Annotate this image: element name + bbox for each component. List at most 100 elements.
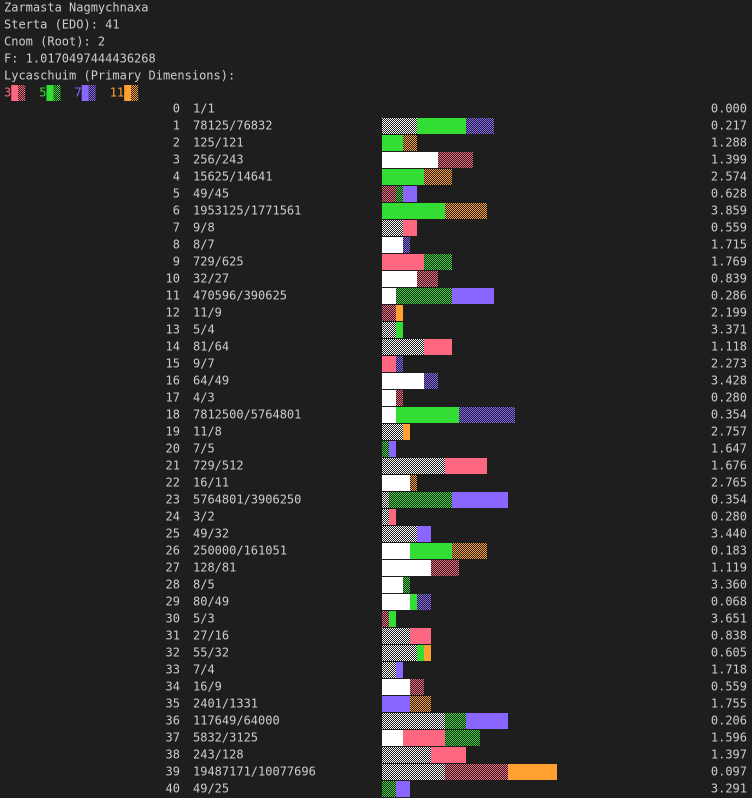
bar-segment bbox=[382, 305, 396, 321]
row-index: 25 bbox=[166, 527, 180, 541]
row-ratio: 7/5 bbox=[193, 442, 215, 456]
bar-segment bbox=[382, 271, 417, 287]
row-index: 20 bbox=[166, 442, 180, 456]
header-line: Cnom (Root): 2 bbox=[4, 35, 105, 49]
row-value: 2.574 bbox=[711, 170, 747, 184]
row-value: 2.757 bbox=[711, 425, 747, 439]
bar-segment bbox=[396, 356, 403, 372]
row-value: 0.068 bbox=[711, 595, 747, 609]
row-value: 0.559 bbox=[711, 680, 747, 694]
row-value: 0.605 bbox=[711, 646, 747, 660]
row-ratio: 729/625 bbox=[193, 255, 244, 269]
row-ratio: 256/243 bbox=[193, 153, 244, 167]
row-ratio: 19487171/10077696 bbox=[193, 765, 316, 779]
bar-segment bbox=[424, 373, 438, 389]
bar-segment bbox=[396, 186, 403, 202]
bar-segment bbox=[396, 305, 403, 321]
row-value: 0.559 bbox=[711, 221, 747, 235]
bar-segment bbox=[382, 458, 445, 474]
row-index: 30 bbox=[166, 612, 180, 626]
row-index: 22 bbox=[166, 476, 180, 490]
bar-segment bbox=[389, 509, 396, 525]
bar-segment bbox=[382, 509, 389, 525]
bar-segment bbox=[431, 747, 466, 763]
bar-segment bbox=[396, 322, 403, 338]
row-value: 0.839 bbox=[711, 272, 747, 286]
row-index: 23 bbox=[166, 493, 180, 507]
row-value: 2.199 bbox=[711, 306, 747, 320]
bar-segment bbox=[382, 441, 389, 457]
row-index: 13 bbox=[166, 323, 180, 337]
bar-segment bbox=[382, 169, 424, 185]
row-index: 11 bbox=[166, 289, 180, 303]
row-index: 4 bbox=[173, 170, 180, 184]
row-value: 1.715 bbox=[711, 238, 747, 252]
bar-segment bbox=[508, 764, 557, 780]
bar-segment bbox=[382, 220, 403, 236]
row-value: 3.859 bbox=[711, 204, 747, 218]
row-ratio: 11/8 bbox=[193, 425, 222, 439]
bar-segment bbox=[466, 713, 508, 729]
row-ratio: 3/2 bbox=[193, 510, 215, 524]
row-ratio: 5/3 bbox=[193, 612, 215, 626]
row-index: 2 bbox=[173, 136, 180, 150]
row-ratio: 9/7 bbox=[193, 357, 215, 371]
bar-segment bbox=[424, 645, 431, 661]
bar-segment bbox=[445, 764, 508, 780]
row-value: 3.651 bbox=[711, 612, 747, 626]
bar-segment bbox=[389, 441, 396, 457]
bar-segment bbox=[424, 254, 452, 270]
legend-label: 3 bbox=[4, 86, 11, 100]
row-ratio: 7/4 bbox=[193, 663, 215, 677]
bar-segment bbox=[403, 577, 410, 593]
bar-segment bbox=[424, 339, 452, 355]
row-value: 1.119 bbox=[711, 561, 747, 575]
legend-swatch-dotted bbox=[88, 85, 96, 101]
row-value: 2.273 bbox=[711, 357, 747, 371]
bar-segment bbox=[382, 526, 417, 542]
row-value: 1.718 bbox=[711, 663, 747, 677]
bar-segment bbox=[445, 458, 487, 474]
row-value: 1.769 bbox=[711, 255, 747, 269]
bar-segment bbox=[417, 594, 431, 610]
row-ratio: 16/11 bbox=[193, 476, 229, 490]
bar-segment bbox=[382, 560, 431, 576]
row-value: 1.755 bbox=[711, 697, 747, 711]
bar-segment bbox=[382, 713, 445, 729]
row-value: 3.440 bbox=[711, 527, 747, 541]
row-ratio: 27/16 bbox=[193, 629, 229, 643]
bar-segment bbox=[382, 203, 445, 219]
row-value: 0.000 bbox=[711, 102, 747, 116]
legend-swatch bbox=[124, 85, 132, 101]
bar-segment bbox=[389, 492, 452, 508]
bar-segment bbox=[382, 764, 445, 780]
row-ratio: 15625/14641 bbox=[193, 170, 272, 184]
row-ratio: 5832/3125 bbox=[193, 731, 258, 745]
bar-segment bbox=[382, 594, 410, 610]
row-ratio: 117649/64000 bbox=[193, 714, 280, 728]
bar-segment bbox=[445, 713, 466, 729]
row-index: 10 bbox=[166, 272, 180, 286]
row-index: 36 bbox=[166, 714, 180, 728]
row-value: 0.280 bbox=[711, 510, 747, 524]
header-line: Zarmasta Nagmychnaxa bbox=[4, 1, 149, 15]
bar-segment bbox=[445, 730, 480, 746]
row-value: 3.291 bbox=[711, 782, 747, 796]
bar-segment bbox=[396, 407, 459, 423]
row-index: 28 bbox=[166, 578, 180, 592]
row-ratio: 49/45 bbox=[193, 187, 229, 201]
bar-segment bbox=[396, 288, 452, 304]
header-line: Sterta (EDO): 41 bbox=[4, 18, 120, 32]
row-index: 14 bbox=[166, 340, 180, 354]
row-value: 0.354 bbox=[711, 493, 747, 507]
bar-segment bbox=[382, 747, 431, 763]
bar-segment bbox=[417, 526, 431, 542]
legend-label: 11 bbox=[110, 86, 124, 100]
row-index: 0 bbox=[173, 102, 180, 116]
bar-segment bbox=[403, 186, 417, 202]
row-index: 32 bbox=[166, 646, 180, 660]
bar-segment bbox=[417, 645, 424, 661]
bar-segment bbox=[382, 424, 403, 440]
